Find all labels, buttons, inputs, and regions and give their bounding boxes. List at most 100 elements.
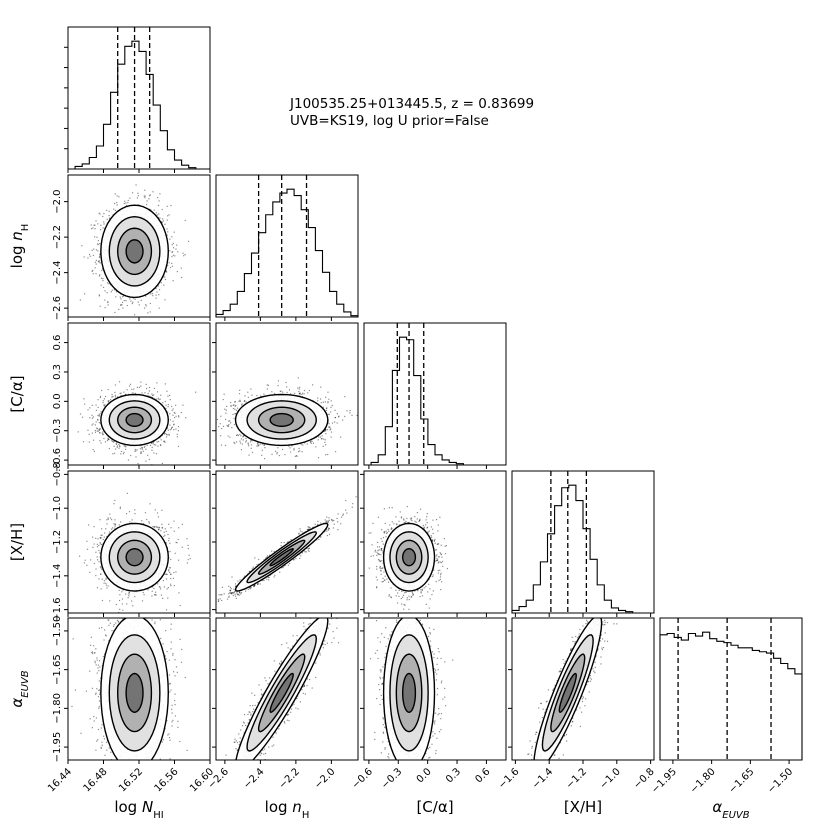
- scatter-point: [90, 224, 92, 226]
- scatter-point: [88, 433, 90, 435]
- scatter-point: [98, 294, 101, 296]
- scatter-point: [99, 428, 102, 430]
- scatter-point: [173, 231, 175, 233]
- scatter-point: [146, 444, 148, 447]
- scatter-point: [121, 301, 124, 304]
- scatter-point: [95, 421, 97, 423]
- scatter-point: [163, 284, 165, 286]
- scatter-point: [328, 426, 330, 428]
- scatter-point: [170, 428, 173, 430]
- scatter-point: [122, 295, 125, 297]
- scatter-point: [97, 419, 99, 421]
- scatter-point: [244, 400, 246, 402]
- scatter-point: [137, 301, 139, 303]
- scatter-point: [147, 454, 149, 456]
- scatter-point: [123, 451, 125, 453]
- scatter-point: [261, 449, 263, 451]
- scatter-point: [330, 428, 332, 430]
- scatter-point: [123, 299, 125, 302]
- scatter-point: [102, 278, 104, 280]
- scatter-point: [116, 195, 118, 197]
- scatter-point: [99, 262, 101, 264]
- scatter-point: [102, 280, 104, 282]
- scatter-point: [107, 388, 109, 391]
- scatter-point: [306, 443, 308, 445]
- hist-panel-logn: [215, 174, 359, 321]
- scatter-point: [98, 422, 100, 424]
- scatter-point: [152, 394, 155, 396]
- scatter-point: [148, 390, 151, 392]
- scatter-point: [293, 448, 295, 450]
- scatter-point: [356, 414, 358, 417]
- scatter-point: [98, 429, 101, 431]
- hist-step-logN: [68, 40, 210, 170]
- scatter-point: [169, 429, 171, 431]
- scatter-point: [167, 404, 169, 406]
- scatter-point: [183, 255, 185, 257]
- scatter-point: [103, 221, 105, 223]
- scatter-point: [146, 387, 148, 390]
- scatter-point: [167, 265, 169, 267]
- scatter-point: [113, 208, 115, 210]
- scatter-point: [140, 385, 142, 387]
- scatter-point: [319, 436, 321, 438]
- scatter-point: [334, 421, 336, 423]
- scatter-point: [149, 194, 151, 196]
- scatter-point: [329, 426, 331, 429]
- scatter-point: [104, 307, 106, 309]
- scatter-point: [240, 449, 243, 451]
- scatter-point: [162, 220, 165, 222]
- contour-level-4: [125, 412, 144, 428]
- scatter-point: [103, 405, 105, 407]
- scatter-point: [87, 429, 89, 431]
- scatter-point: [157, 196, 159, 199]
- scatter-point: [182, 404, 184, 406]
- scatter-point: [325, 454, 327, 456]
- scatter-point: [165, 270, 167, 272]
- scatter-point: [121, 296, 124, 298]
- scatter-point: [171, 236, 173, 238]
- scatter-point: [107, 301, 109, 303]
- scatter-point: [102, 215, 104, 218]
- scatter-point: [163, 440, 166, 442]
- scatter-point: [95, 259, 97, 262]
- scatter-point: [95, 263, 97, 265]
- scatter-point: [257, 445, 259, 447]
- scatter-point: [161, 222, 163, 224]
- scatter-point: [107, 438, 110, 440]
- scatter-point: [251, 451, 254, 453]
- scatter-point: [271, 391, 273, 393]
- scatter-point: [310, 442, 312, 444]
- scatter-point: [164, 299, 166, 301]
- scatter-point: [92, 423, 94, 425]
- scatter-point: [157, 445, 159, 447]
- scatter-point: [91, 228, 93, 230]
- scatter-point: [136, 197, 138, 199]
- scatter-point: [167, 231, 169, 233]
- scatter-point: [249, 441, 252, 443]
- scatter-point: [175, 404, 177, 406]
- scatter-point: [112, 453, 114, 455]
- scatter-point: [351, 414, 353, 416]
- scatter-point: [102, 431, 104, 433]
- scatter-point: [91, 432, 93, 434]
- scatter-point: [317, 400, 319, 402]
- scatter-point: [302, 444, 304, 446]
- scatter-point: [103, 398, 105, 400]
- scatter-panel-logN-vs-logn: [64, 174, 211, 321]
- scatter-point: [98, 295, 100, 297]
- scatter-point: [261, 454, 263, 456]
- scatter-point: [108, 283, 110, 285]
- scatter-point: [161, 462, 164, 465]
- scatter-point: [325, 396, 327, 398]
- scatter-point: [108, 438, 110, 441]
- scatter-point: [99, 395, 102, 397]
- scatter-point: [237, 434, 240, 437]
- scatter-point: [173, 429, 175, 431]
- scatter-point: [123, 391, 125, 393]
- scatter-point: [143, 446, 145, 449]
- scatter-point: [137, 195, 140, 197]
- scatter-point: [144, 392, 146, 394]
- scatter-point: [236, 407, 239, 409]
- scatter-point: [92, 269, 94, 272]
